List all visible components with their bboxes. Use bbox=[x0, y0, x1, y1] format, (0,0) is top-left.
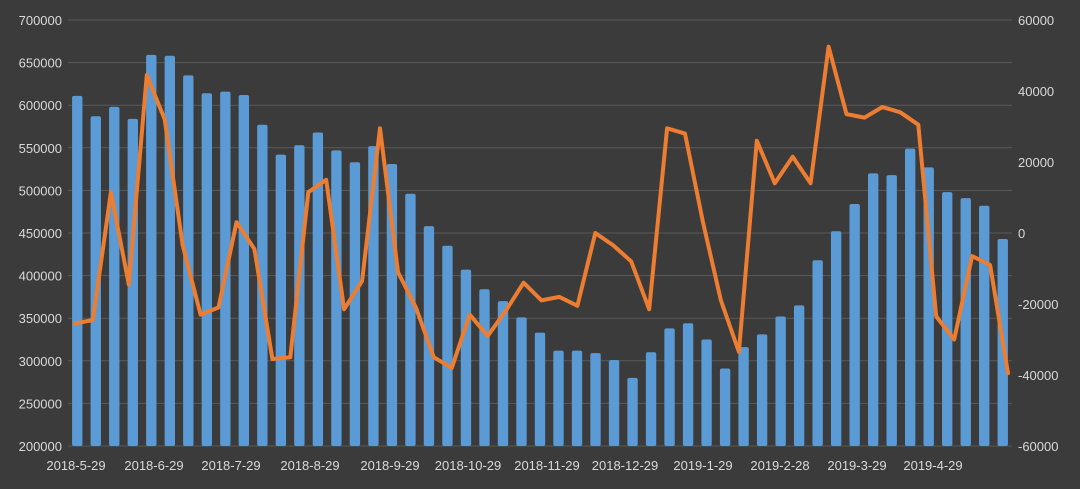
line-path bbox=[73, 44, 1010, 376]
left-axis-tick-label: 300000 bbox=[19, 354, 62, 369]
x-axis-tick-label: 2018-11-29 bbox=[514, 458, 580, 473]
bar bbox=[294, 145, 305, 446]
x-axis-tick-label: 2019-2-28 bbox=[750, 458, 809, 473]
right-axis-ticks: -60000 -40000 -20000 0 20000 40000 60000 bbox=[1018, 13, 1058, 454]
right-axis-tick-label: -60000 bbox=[1018, 439, 1058, 454]
right-axis-tick-label: 40000 bbox=[1018, 84, 1054, 99]
bar bbox=[923, 167, 934, 446]
bar bbox=[349, 162, 361, 446]
bar bbox=[516, 317, 527, 446]
bar bbox=[905, 148, 916, 447]
x-axis-tick-label: 2019-1-29 bbox=[673, 458, 732, 473]
bar bbox=[701, 339, 712, 446]
bar bbox=[72, 95, 83, 446]
bar bbox=[534, 332, 546, 446]
x-axis-tick-label: 2019-3-29 bbox=[827, 458, 886, 473]
left-axis-tick-label: 450000 bbox=[19, 226, 62, 241]
x-axis-tick-label: 2018-6-29 bbox=[124, 458, 183, 473]
left-axis-tick-label: 550000 bbox=[19, 141, 62, 156]
x-axis-tick-label: 2018-10-29 bbox=[435, 458, 502, 473]
left-axis-tick-label: 350000 bbox=[19, 311, 62, 326]
bar bbox=[719, 368, 731, 446]
right-axis-tick-label: -20000 bbox=[1018, 297, 1058, 312]
bar bbox=[423, 226, 435, 446]
x-axis-tick-label: 2018-7-29 bbox=[201, 458, 260, 473]
left-axis-ticks: 200000 250000 300000 350000 400000 450000 5000… bbox=[19, 13, 62, 454]
right-axis-tick-label: 60000 bbox=[1018, 13, 1054, 28]
line-series bbox=[73, 44, 1010, 376]
bar bbox=[312, 132, 324, 447]
bar bbox=[405, 193, 416, 446]
bar bbox=[738, 347, 749, 446]
bar bbox=[201, 93, 213, 446]
bar bbox=[793, 305, 805, 446]
x-axis-tick-label: 2018-8-29 bbox=[280, 458, 339, 473]
bar bbox=[942, 192, 953, 446]
bar bbox=[331, 150, 342, 446]
bar bbox=[979, 205, 990, 446]
bar bbox=[886, 175, 897, 446]
left-axis-tick-label: 650000 bbox=[19, 56, 62, 71]
bar bbox=[775, 316, 786, 446]
x-axis-tick-label: 2018-5-29 bbox=[46, 458, 105, 473]
left-axis-tick-label: 400000 bbox=[19, 269, 62, 284]
bar bbox=[645, 352, 657, 446]
bar bbox=[682, 323, 694, 446]
bar bbox=[238, 94, 250, 446]
bar bbox=[664, 328, 675, 446]
right-axis-tick-label: 0 bbox=[1018, 226, 1025, 241]
bar bbox=[479, 289, 490, 446]
x-axis-tick-label: 2018-9-29 bbox=[360, 458, 419, 473]
bar bbox=[109, 106, 120, 447]
x-axis-tick-label: 2019-4-29 bbox=[903, 458, 962, 473]
left-axis-tick-label: 500000 bbox=[19, 183, 62, 198]
x-axis-tick-label: 2018-12-29 bbox=[592, 458, 659, 473]
left-axis-tick-label: 700000 bbox=[19, 13, 62, 28]
left-axis-tick-label: 600000 bbox=[19, 98, 62, 113]
left-axis-tick-label: 200000 bbox=[19, 439, 62, 454]
bar bbox=[146, 54, 157, 446]
right-axis-tick-label: -40000 bbox=[1018, 368, 1058, 383]
bar bbox=[756, 334, 768, 446]
bar bbox=[849, 204, 860, 446]
bar bbox=[571, 350, 583, 446]
bar bbox=[497, 301, 509, 446]
right-axis-tick-label: 20000 bbox=[1018, 155, 1054, 170]
bar bbox=[627, 377, 638, 446]
bar bbox=[460, 269, 472, 446]
bar bbox=[960, 198, 971, 446]
bar bbox=[867, 173, 879, 447]
bar bbox=[275, 154, 287, 446]
bar bbox=[90, 116, 101, 446]
x-axis-ticks: 2018-5-29 2018-6-29 2018-7-29 2018-8-29 2018… bbox=[46, 458, 962, 473]
bar bbox=[812, 260, 823, 446]
bar bbox=[164, 55, 175, 447]
bar bbox=[442, 245, 453, 446]
bar bbox=[608, 359, 620, 446]
bar bbox=[590, 353, 601, 446]
left-axis-tick-label: 250000 bbox=[19, 396, 62, 411]
bar bbox=[830, 231, 842, 446]
bar bbox=[553, 350, 564, 446]
